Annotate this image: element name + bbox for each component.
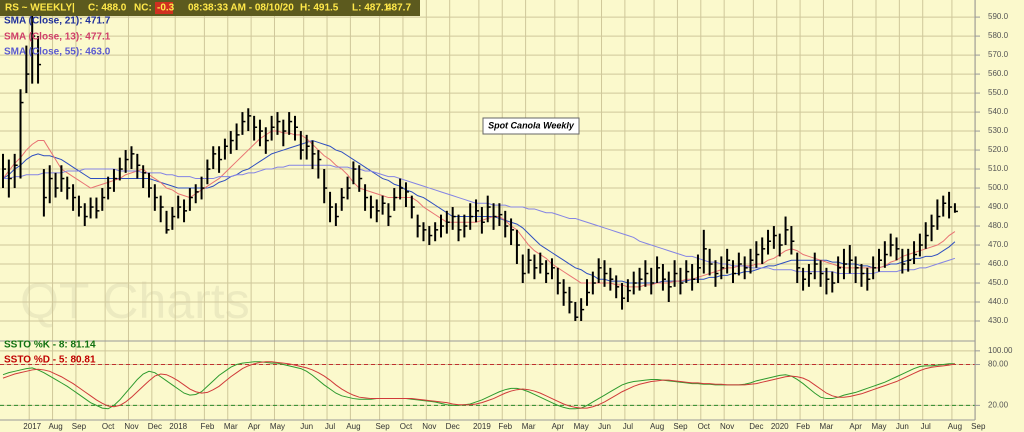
y-tick-label: 500.0 — [988, 183, 1009, 192]
x-tick-label: Jul — [325, 422, 335, 431]
x-tick-label: Jul — [623, 422, 633, 431]
y-tick-label: 490.0 — [988, 202, 1009, 211]
indicator-line — [2, 130, 956, 288]
annotation-box — [482, 117, 580, 135]
x-tick-label: Jul — [921, 422, 931, 431]
y-tick-label: 80.00 — [988, 360, 1009, 369]
x-tick-label: Dec — [749, 422, 763, 431]
legend-entry: SMA (Close, 21): 471.7 — [4, 16, 111, 27]
legend-entry: SMA (Close, 13): 477.1 — [4, 32, 111, 43]
x-tick-label: Feb — [796, 422, 810, 431]
x-tick-label: Nov — [422, 422, 436, 431]
x-tick-label: Apr — [849, 422, 862, 431]
x-tick-label: Sep — [375, 422, 390, 431]
y-tick-label: 530.0 — [988, 126, 1009, 135]
header-item: 487.7 — [386, 3, 411, 14]
x-tick-label: 2020 — [771, 422, 789, 431]
x-tick-label: Jun — [598, 422, 611, 431]
y-tick-label: 560.0 — [988, 69, 1009, 78]
x-tick-label: May — [574, 422, 589, 431]
x-tick-label: Sep — [971, 422, 986, 431]
indicator-line — [2, 361, 956, 409]
x-tick-label: Mar — [522, 422, 536, 431]
header-item: L: 487.1 — [352, 3, 390, 14]
x-tick-label: Oct — [698, 422, 711, 431]
legend-entry: SMA (Close, 55): 463.0 — [4, 47, 111, 58]
x-tick-label: Nov — [720, 422, 734, 431]
x-tick-label: Feb — [498, 422, 512, 431]
indicator-line — [2, 361, 955, 410]
y-tick-label: 520.0 — [988, 145, 1009, 154]
legend-entry: SSTO %D - 5: 80.81 — [4, 355, 96, 366]
y-tick-label: 480.0 — [988, 221, 1009, 230]
marks — [0, 7, 975, 410]
header-item: C: 488.0 — [88, 3, 127, 14]
x-tick-label: May — [270, 422, 285, 431]
y-tick-label: 540.0 — [988, 107, 1009, 116]
x-tick-label: Jun — [300, 422, 313, 431]
y-tick-label: 570.0 — [988, 50, 1009, 59]
y-tick-label: 510.0 — [988, 164, 1009, 173]
x-tick-label: 2017 — [23, 422, 41, 431]
x-tick-label: Mar — [820, 422, 834, 431]
legend-entry: SSTO %K - 8: 81.14 — [4, 340, 96, 351]
x-tick-label: Aug — [948, 422, 962, 431]
header-item: | — [72, 3, 75, 14]
x-tick-label: Nov — [124, 422, 138, 431]
x-tick-label: Oct — [102, 422, 115, 431]
header-item: 08:38:33 AM - 08/10/20 — [188, 3, 294, 14]
header: RS ~ WEEKLY | C: 488.0 NC: -0.3 08:38:33 AM -… — [5, 3, 411, 14]
x-tick-label: 2018 — [169, 422, 187, 431]
x-tick-label: Sep — [72, 422, 87, 431]
x-tick-label: May — [871, 422, 886, 431]
x-tick-label: Aug — [346, 422, 360, 431]
x-tick-label: Apr — [552, 422, 565, 431]
header-bar — [0, 0, 420, 16]
y-tick-label: 100.00 — [988, 346, 1013, 355]
change-box — [155, 2, 173, 14]
x-tick-label: Sep — [673, 422, 688, 431]
y-tick-label: 20.00 — [988, 400, 1009, 409]
y-tick-label: 590.0 — [988, 12, 1009, 21]
x-tick-label: Oct — [400, 422, 413, 431]
x-tick-label: 2019 — [473, 422, 491, 431]
x-tick-label: Dec — [446, 422, 460, 431]
x-tick-label: Aug — [650, 422, 664, 431]
y-tick-label: 460.0 — [988, 259, 1009, 268]
y-tick-label: 470.0 — [988, 240, 1009, 249]
y-tick-label: 450.0 — [988, 278, 1009, 287]
header-item: H: 491.5 — [300, 3, 339, 14]
x-tick-label: Aug — [48, 422, 62, 431]
x-tick-label: Dec — [148, 422, 162, 431]
header-item: RS ~ WEEKLY — [5, 3, 72, 14]
x-tick-label: Jun — [896, 422, 909, 431]
x-tick-label: Mar — [224, 422, 238, 431]
annotation: Spot Canola Weekly — [488, 120, 575, 130]
y-tick-label: 440.0 — [988, 297, 1009, 306]
x-tick-label: Feb — [201, 422, 215, 431]
y-tick-label: 580.0 — [988, 31, 1009, 40]
x-tick-label: Apr — [248, 422, 261, 431]
header-item: NC: — [134, 3, 152, 14]
y-tick-label: 430.0 — [988, 316, 1009, 325]
y-tick-label: 550.0 — [988, 88, 1009, 97]
header-item: -0.3 — [157, 3, 175, 14]
